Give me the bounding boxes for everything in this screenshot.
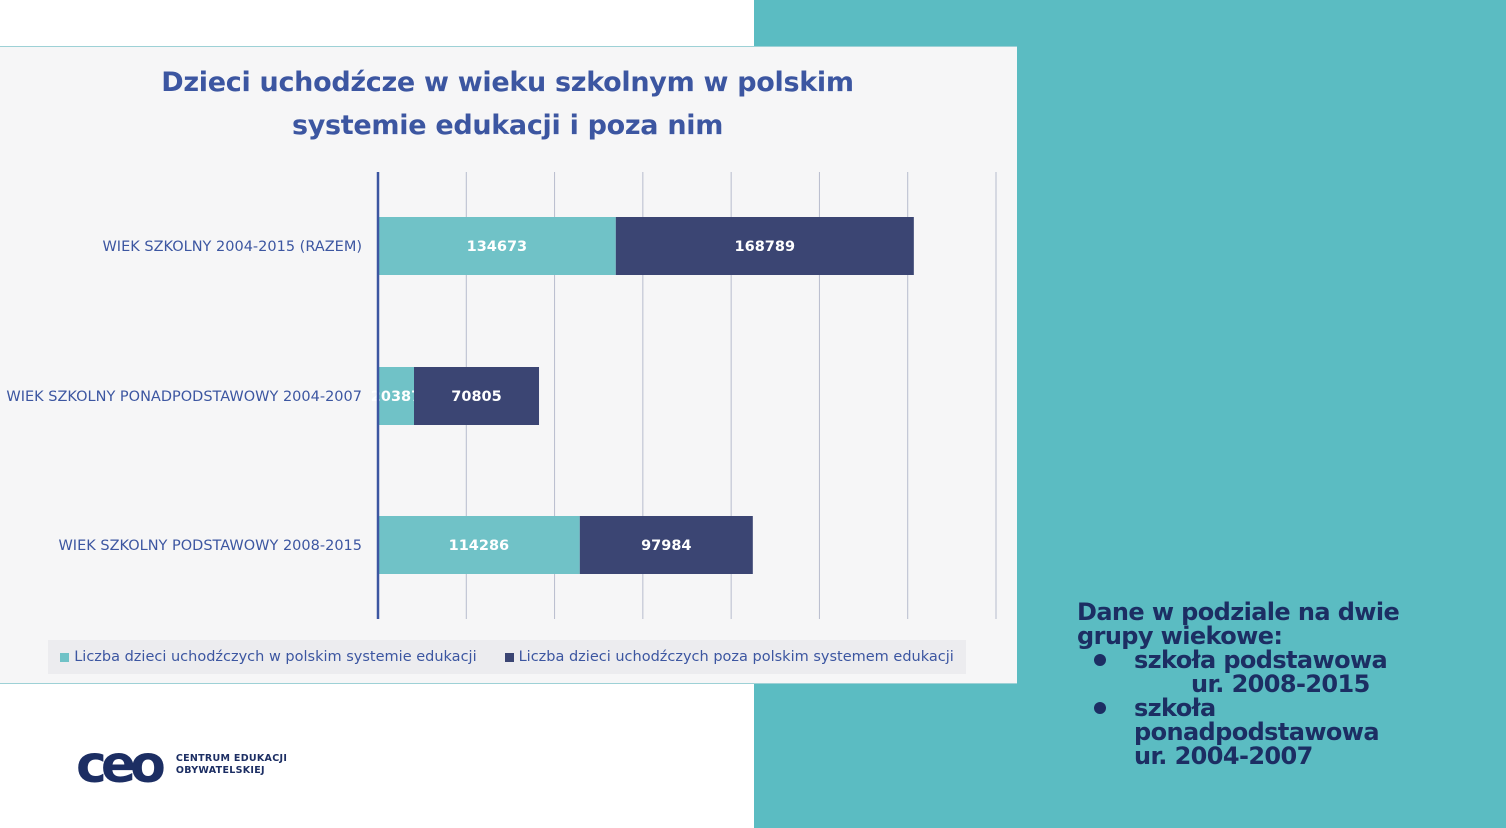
category-label: WIEK SZKOLNY PONADPODSTAWOWY 2004-2007 <box>6 389 362 405</box>
note-item-secondary-years: ur. 2004-2007 <box>1134 742 1313 770</box>
bar-out-of-system <box>413 367 540 425</box>
data-label: 20387 <box>371 389 421 405</box>
bullet-icon <box>1094 654 1106 666</box>
note-item-primary: szkoła podstawowa ur. 2008-2015 <box>1077 648 1457 696</box>
legend-swatch-in-system <box>60 652 70 662</box>
bar-chart: 134673 168789 WIEK SZKOLNY 2004-2015 (RAZE… <box>6 172 997 619</box>
chart-card: Dzieci uchodźcze w wieku szkolnym w pols… <box>0 46 1017 684</box>
note-item-secondary: szkoła ponadpodstawowa ur. 2004-2007 <box>1077 696 1457 768</box>
logo-text: CENTRUM EDUKACJI OBYWATELSKIEJ <box>176 753 287 777</box>
legend-label-out-of-system: Liczba dzieci uchodźczych poza polskim s… <box>518 649 954 665</box>
ceo-logo: ceo CENTRUM EDUKACJI OBYWATELSKIEJ <box>76 735 316 795</box>
chart-legend: Liczba dzieci uchodźczych w polskim syst… <box>48 640 966 674</box>
chart-title-line-2: systemie edukacji i poza nim <box>291 110 724 141</box>
chart-title-line-1: Dzieci uchodźcze w wieku szkolnym w pols… <box>161 67 854 98</box>
logo-mark: ceo <box>76 735 166 795</box>
chart-title: Dzieci uchodźcze w wieku szkolnym w pols… <box>100 61 915 147</box>
logo-text-line-1: CENTRUM EDUKACJI <box>175 753 288 764</box>
data-label: 97984 <box>641 538 691 554</box>
note-list: szkoła podstawowa ur. 2008-2015 szkoła p… <box>1077 648 1457 768</box>
legend-item-out-of-system: Liczba dzieci uchodźczych poza polskim s… <box>504 649 954 665</box>
note-item-secondary-line-1: szkoła <box>1134 694 1216 722</box>
note-heading: Dane w podziale na dwie grupy wiekowe: <box>1077 598 1400 650</box>
legend-label-in-system: Liczba dzieci uchodźczych w polskim syst… <box>74 649 477 665</box>
side-note: Dane w podziale na dwie grupy wiekowe: s… <box>1077 600 1457 768</box>
data-label: 168789 <box>735 239 796 255</box>
logo-text-line-2: OBYWATELSKIEJ <box>175 765 265 776</box>
bar-out-of-system <box>579 516 753 574</box>
category-label: WIEK SZKOLNY 2004-2015 (RAZEM) <box>102 239 362 255</box>
data-label: 70805 <box>451 389 501 405</box>
bar-in-system <box>378 516 580 574</box>
note-item-secondary-line-2: ponadpodstawowa <box>1134 718 1380 746</box>
bar-in-system <box>378 217 616 275</box>
bar-out-of-system <box>615 217 914 275</box>
note-item-primary-line-1: szkoła podstawowa <box>1134 646 1388 674</box>
data-label: 134673 <box>467 239 528 255</box>
bullet-icon <box>1094 702 1106 714</box>
note-item-primary-years: ur. 2008-2015 <box>1191 670 1370 698</box>
category-label: WIEK SZKOLNY PODSTAWOWY 2008-2015 <box>58 538 362 554</box>
data-label: 114286 <box>449 538 510 554</box>
bar-in-system <box>378 367 414 425</box>
legend-item-in-system: Liczba dzieci uchodźczych w polskim syst… <box>60 649 477 665</box>
legend-swatch-out-of-system <box>504 652 514 662</box>
